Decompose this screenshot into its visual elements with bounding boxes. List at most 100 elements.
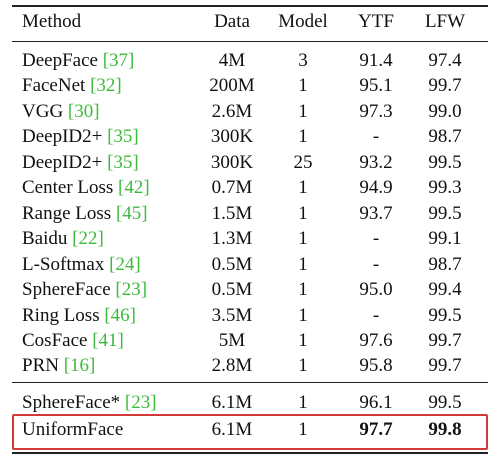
model-cell: 3 bbox=[298, 50, 308, 71]
method-cell: UniformFace bbox=[22, 418, 123, 442]
data-cell: 1.3M bbox=[211, 228, 253, 250]
lfw-cell: 97.4 bbox=[428, 50, 462, 71]
ytf-cell: - bbox=[372, 228, 380, 250]
data-cell: 1.5M bbox=[211, 202, 253, 224]
citation: [22] bbox=[72, 228, 104, 250]
ytf-cell: 93.2 bbox=[359, 151, 393, 173]
model-cell: 1 bbox=[298, 75, 308, 97]
citation: [24] bbox=[109, 253, 141, 275]
method-name: FaceNet bbox=[22, 75, 86, 97]
model-cell: 1 bbox=[298, 304, 308, 326]
method-cell: Center Loss [42] bbox=[22, 176, 150, 200]
method-name: VGG bbox=[22, 100, 64, 122]
method-cell: FaceNet [32] bbox=[22, 74, 122, 98]
method-name: Baidu bbox=[22, 228, 68, 250]
data-cell: 0.7M bbox=[211, 177, 253, 199]
data-cell: 3.5M bbox=[211, 304, 253, 326]
highlight-box bbox=[12, 414, 488, 450]
header-cell: LFW bbox=[424, 11, 466, 32]
ytf-cell: 95.1 bbox=[359, 75, 393, 97]
citation: [41] bbox=[92, 329, 124, 351]
lfw-cell: 99.5 bbox=[428, 392, 462, 413]
ytf-cell: 95.0 bbox=[359, 279, 393, 301]
ytf-cell: 97.7 bbox=[359, 419, 393, 440]
top-rule bbox=[12, 5, 488, 7]
citation: [23] bbox=[115, 279, 148, 301]
data-cell: 0.5M bbox=[211, 279, 253, 301]
citation: [35] bbox=[107, 126, 139, 148]
group-rule bbox=[12, 382, 488, 383]
method-cell: VGG [30] bbox=[22, 100, 100, 124]
method-cell: DeepID2+ [35] bbox=[22, 125, 139, 149]
method-cell: DeepFace [37] bbox=[22, 49, 134, 73]
citation: [23] bbox=[124, 392, 157, 413]
ytf-cell: 96.1 bbox=[359, 392, 393, 413]
data-cell: 2.6M bbox=[211, 100, 253, 122]
model-cell: 1 bbox=[298, 279, 308, 301]
method-cell: DeepID2+ [35] bbox=[22, 151, 139, 175]
model-cell: 1 bbox=[298, 419, 308, 440]
bottom-rule bbox=[12, 452, 488, 454]
method-name: Center Loss bbox=[22, 177, 114, 199]
method-name: DeepID2+ bbox=[22, 126, 103, 148]
model-cell: 1 bbox=[298, 329, 308, 351]
method-name: SphereFace bbox=[22, 279, 111, 301]
method-cell: SphereFace [23] bbox=[22, 278, 147, 302]
data-cell: 300K bbox=[210, 126, 254, 148]
method-cell: SphereFace* [23] bbox=[22, 391, 157, 415]
citation: [42] bbox=[118, 177, 150, 199]
method-cell: Ring Loss [46] bbox=[22, 304, 136, 328]
method-cell: L-Softmax [24] bbox=[22, 253, 141, 277]
header-cell: Model bbox=[278, 11, 328, 32]
lfw-cell: 99.7 bbox=[428, 75, 462, 97]
citation: [45] bbox=[115, 202, 148, 224]
citation: [46] bbox=[104, 304, 137, 326]
citation: [32] bbox=[90, 75, 122, 97]
data-cell: 6.1M bbox=[211, 419, 253, 440]
citation: [35] bbox=[107, 151, 139, 173]
model-cell: 1 bbox=[298, 202, 308, 224]
data-cell: 2.8M bbox=[211, 355, 253, 377]
method-name: DeepID2+ bbox=[22, 151, 103, 173]
model-cell: 1 bbox=[298, 228, 308, 250]
citation: [37] bbox=[102, 50, 135, 71]
header-cell: YTF bbox=[358, 11, 394, 32]
citation: [30] bbox=[67, 100, 100, 122]
method-cell: CosFace [41] bbox=[22, 329, 124, 353]
method-cell: PRN [16] bbox=[22, 354, 95, 378]
data-cell: 300K bbox=[210, 151, 254, 173]
data-cell: 0.5M bbox=[211, 253, 253, 275]
lfw-cell: 99.1 bbox=[428, 228, 462, 250]
data-cell: 5M bbox=[218, 329, 246, 351]
ytf-cell: 93.7 bbox=[359, 202, 393, 224]
data-cell: 6.1M bbox=[211, 392, 253, 413]
ytf-cell: 97.3 bbox=[359, 100, 393, 122]
header-rule bbox=[12, 41, 488, 42]
ytf-cell: 95.8 bbox=[359, 355, 393, 377]
ytf-cell: - bbox=[372, 304, 380, 326]
ytf-cell: - bbox=[372, 126, 380, 148]
lfw-cell: 99.7 bbox=[428, 355, 462, 377]
lfw-cell: 99.5 bbox=[428, 202, 462, 224]
ytf-cell: 97.6 bbox=[359, 329, 393, 351]
ytf-cell: - bbox=[372, 253, 380, 275]
lfw-cell: 99.8 bbox=[428, 419, 462, 440]
method-name: CosFace bbox=[22, 329, 88, 351]
model-cell: 1 bbox=[298, 355, 308, 377]
method-name: Ring Loss bbox=[22, 304, 100, 326]
lfw-cell: 98.7 bbox=[428, 126, 462, 148]
data-cell: 200M bbox=[209, 75, 255, 97]
model-cell: 1 bbox=[298, 253, 308, 275]
method-name: Range Loss bbox=[22, 202, 112, 224]
model-cell: 1 bbox=[298, 177, 308, 199]
ytf-cell: 91.4 bbox=[359, 50, 393, 71]
model-cell: 25 bbox=[293, 151, 313, 173]
ytf-cell: 94.9 bbox=[359, 177, 393, 199]
header-cell: Data bbox=[214, 11, 250, 32]
lfw-cell: 99.5 bbox=[428, 304, 462, 326]
citation: [16] bbox=[63, 355, 96, 377]
lfw-cell: 99.4 bbox=[428, 279, 462, 301]
model-cell: 1 bbox=[298, 100, 308, 122]
method-name: DeepFace bbox=[22, 50, 98, 71]
